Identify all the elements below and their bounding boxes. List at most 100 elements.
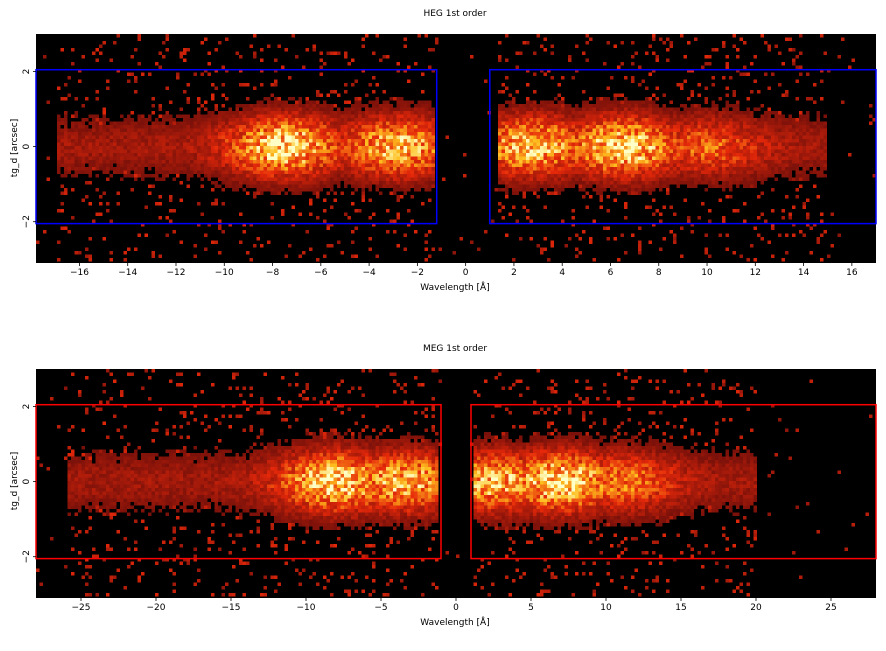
heatmap-cell	[550, 139, 554, 143]
heatmap-cell	[704, 233, 708, 237]
heatmap-cell	[263, 121, 267, 125]
heatmap-cell	[127, 153, 131, 157]
heatmap-cell	[284, 135, 288, 139]
heatmap-cell	[739, 254, 743, 258]
heatmap-cell	[393, 142, 397, 146]
heatmap-cell	[505, 188, 509, 192]
heatmap-cell	[396, 111, 400, 115]
heatmap-cell	[599, 132, 603, 136]
heatmap-cell	[127, 167, 131, 171]
heatmap-cell	[666, 170, 670, 174]
heatmap-cell	[351, 111, 355, 115]
heatmap-cell	[141, 174, 145, 178]
heatmap-cell	[515, 177, 519, 181]
heatmap-cell	[743, 153, 747, 157]
heatmap-cell	[655, 149, 659, 153]
heatmap-cell	[732, 251, 736, 255]
heatmap-cell	[64, 174, 68, 178]
heatmap-cell	[739, 163, 743, 167]
heatmap-cell	[666, 139, 670, 143]
heatmap-cell	[431, 125, 435, 129]
heatmap-cell	[246, 139, 250, 143]
heatmap-cell	[722, 184, 726, 188]
heatmap-cell	[662, 167, 666, 171]
heatmap-cell	[60, 132, 64, 136]
heatmap-cell	[701, 142, 705, 146]
heatmap-cell	[603, 111, 607, 115]
heatmap-cell	[515, 219, 519, 223]
heatmap-cell	[393, 125, 397, 129]
heatmap-cell	[687, 216, 691, 220]
heatmap-cell	[592, 219, 596, 223]
heatmap-cell	[284, 153, 288, 157]
heatmap-cell	[347, 107, 351, 111]
heatmap-cell	[141, 160, 145, 164]
heatmap-cell	[603, 107, 607, 111]
heatmap-cell	[662, 139, 666, 143]
heatmap-cell	[764, 153, 768, 157]
heatmap-cell	[57, 86, 61, 90]
heatmap-cell	[375, 254, 379, 258]
heatmap-cell	[722, 167, 726, 171]
heatmap-cell	[305, 184, 309, 188]
heatmap-cell	[708, 128, 712, 132]
heatmap-cell	[169, 135, 173, 139]
heatmap-cell	[228, 128, 232, 132]
heatmap-cell	[340, 167, 344, 171]
heatmap-cell	[242, 107, 246, 111]
heatmap-cell	[277, 44, 281, 48]
heatmap-cell	[498, 111, 502, 115]
heatmap-cell	[631, 153, 635, 157]
heatmap-cell	[505, 233, 509, 237]
heatmap-cell	[389, 177, 393, 181]
heatmap-cell	[669, 125, 673, 129]
heatmap-cell	[470, 240, 474, 244]
heatmap-cell	[417, 128, 421, 132]
heatmap-cell	[421, 111, 425, 115]
heatmap-cell	[358, 177, 362, 181]
heatmap-cell	[267, 139, 271, 143]
heatmap-cell	[725, 111, 729, 115]
heatmap-cell	[778, 139, 782, 143]
heatmap-cell	[323, 146, 327, 150]
heatmap-cell	[564, 139, 568, 143]
heatmap-cell	[382, 118, 386, 122]
heatmap-cell	[337, 107, 341, 111]
heatmap-cell	[302, 111, 306, 115]
heatmap-cell	[204, 153, 208, 157]
heatmap-cell	[648, 114, 652, 118]
heatmap-cell	[438, 247, 442, 251]
heatmap-cell	[74, 97, 78, 101]
heatmap-cell	[603, 121, 607, 125]
heatmap-cell	[704, 132, 708, 136]
heatmap-cell	[715, 174, 719, 178]
heatmap-cell	[550, 44, 554, 48]
heatmap-cell	[578, 174, 582, 178]
heatmap-cell	[543, 135, 547, 139]
heatmap-cell	[263, 118, 267, 122]
heatmap-cell	[340, 142, 344, 146]
heatmap-cell	[529, 149, 533, 153]
heatmap-cell	[291, 97, 295, 101]
heatmap-cell	[407, 188, 411, 192]
heatmap-cell	[704, 247, 708, 251]
heatmap-cell	[659, 156, 663, 160]
heatmap-cell	[354, 111, 358, 115]
heatmap-cell	[624, 118, 628, 122]
heatmap-cell	[169, 219, 173, 223]
heatmap-cell	[358, 174, 362, 178]
heatmap-cell	[176, 128, 180, 132]
heatmap-cell	[750, 62, 754, 66]
heatmap-cell	[771, 188, 775, 192]
heatmap-cell	[165, 233, 169, 237]
heatmap-cell	[505, 139, 509, 143]
heatmap-cell	[389, 114, 393, 118]
heatmap-cell	[655, 128, 659, 132]
heatmap-cell	[109, 128, 113, 132]
heatmap-cell	[617, 125, 621, 129]
heatmap-cell	[148, 118, 152, 122]
heatmap-cell	[718, 146, 722, 150]
heatmap-cell	[158, 216, 162, 220]
heatmap-cell	[393, 111, 397, 115]
heatmap-cell	[641, 163, 645, 167]
